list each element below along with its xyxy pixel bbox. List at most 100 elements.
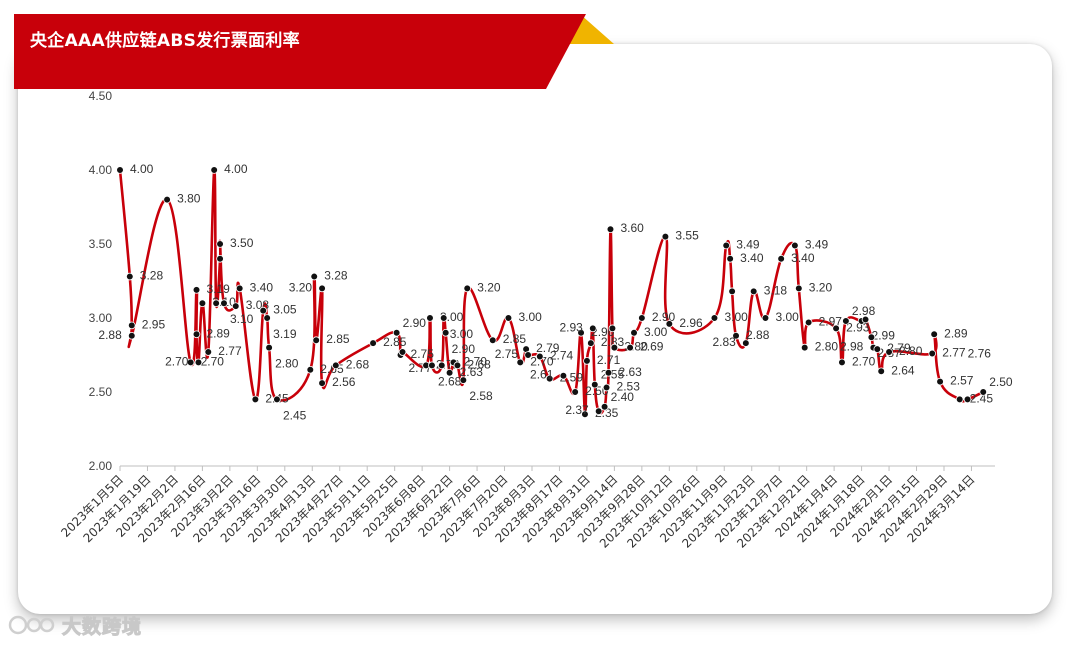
data-point [441, 328, 450, 337]
data-label: 3.10 [230, 312, 254, 326]
data-point [749, 287, 758, 296]
data-point [488, 336, 497, 345]
data-point [426, 314, 434, 322]
data-label: 3.20 [477, 280, 501, 294]
y-tick-label: 2.50 [89, 385, 113, 399]
chart-card [18, 44, 1052, 614]
data-label: 2.68 [467, 357, 491, 371]
data-point [928, 349, 937, 358]
data-label: 2.76 [968, 347, 992, 361]
data-label: 2.79 [536, 341, 560, 355]
data-label: 2.64 [891, 363, 915, 377]
data-point [955, 395, 964, 404]
data-point [524, 351, 532, 359]
data-point [251, 395, 260, 404]
data-label: 2.90 [452, 342, 476, 356]
data-point [369, 339, 377, 347]
data-label: 2.69 [640, 340, 664, 354]
data-label: 3.00 [450, 327, 474, 341]
data-point [194, 358, 203, 367]
data-point [602, 383, 611, 392]
data-point [192, 330, 201, 339]
data-point [832, 324, 840, 333]
data-point [212, 299, 220, 308]
data-label: 2.63 [460, 365, 484, 379]
data-label: 2.61 [530, 368, 554, 382]
data-point [795, 284, 803, 293]
data-point [726, 254, 734, 263]
data-point [791, 241, 799, 250]
data-label: 3.50 [230, 236, 254, 250]
data-label: 2.85 [326, 332, 350, 346]
data-point [885, 348, 893, 356]
data-label: 2.57 [950, 374, 974, 388]
data-point [220, 299, 228, 308]
data-label: 2.89 [207, 326, 231, 340]
data-point [777, 254, 785, 263]
data-label: 2.80 [899, 344, 923, 358]
data-point [930, 330, 938, 339]
data-label: 3.80 [177, 192, 201, 206]
data-point [571, 388, 579, 396]
data-label: 3.28 [140, 269, 164, 283]
data-label: 2.98 [840, 340, 864, 354]
data-label: 2.74 [550, 348, 574, 362]
data-label: 3.00 [518, 310, 542, 324]
data-label: 3.40 [791, 251, 815, 265]
data-point [710, 314, 719, 322]
data-point [583, 357, 591, 365]
data-label: 2.95 [142, 317, 166, 331]
data-label: 3.18 [764, 283, 788, 297]
data-label: 2.45 [283, 408, 307, 422]
data-label: 3.49 [736, 237, 760, 251]
data-point [263, 314, 271, 322]
data-label: 2.58 [469, 389, 493, 403]
data-point [116, 166, 124, 174]
data-label: 3.28 [324, 269, 348, 283]
data-point [463, 284, 472, 293]
data-label: 3.40 [740, 251, 764, 265]
y-tick-label: 2.00 [89, 459, 113, 473]
data-label: 3.05 [273, 303, 297, 317]
data-point [722, 241, 731, 250]
data-point [437, 361, 446, 370]
data-label: 3.00 [724, 310, 748, 324]
data-point [163, 195, 171, 204]
data-point [581, 410, 589, 419]
data-label: 2.88 [746, 328, 770, 342]
data-label: 2.98 [852, 304, 876, 318]
watermark-text: 大数跨境 [61, 615, 143, 638]
data-point [216, 254, 224, 263]
data-point [742, 339, 750, 347]
data-point [306, 365, 315, 374]
data-label: 2.96 [679, 316, 703, 330]
data-label: 3.20 [289, 280, 313, 294]
data-label: 2.90 [403, 316, 427, 330]
data-point [210, 166, 218, 174]
data-point [589, 324, 597, 333]
data-label: 2.40 [611, 390, 635, 404]
data-label: 2.70 [201, 354, 225, 368]
data-point [604, 368, 613, 377]
data-label: 2.93 [559, 320, 583, 334]
data-point [259, 306, 268, 315]
data-label: 3.19 [207, 282, 231, 296]
data-label: 3.20 [809, 280, 833, 294]
data-point [504, 314, 513, 322]
data-label: 2.68 [438, 374, 462, 388]
data-point [979, 388, 988, 396]
data-point [838, 358, 846, 367]
data-point [804, 318, 813, 327]
data-point [665, 320, 674, 328]
data-label: 3.00 [644, 325, 668, 339]
data-label: 2.50 [989, 375, 1013, 389]
data-point [963, 395, 972, 404]
data-label: 2.85 [383, 335, 407, 349]
data-point [231, 302, 240, 310]
data-point [630, 328, 638, 337]
data-point [590, 380, 599, 389]
data-point [216, 240, 224, 248]
data-point [127, 321, 136, 330]
data-label: 2.68 [346, 357, 370, 371]
data-point [608, 324, 617, 333]
